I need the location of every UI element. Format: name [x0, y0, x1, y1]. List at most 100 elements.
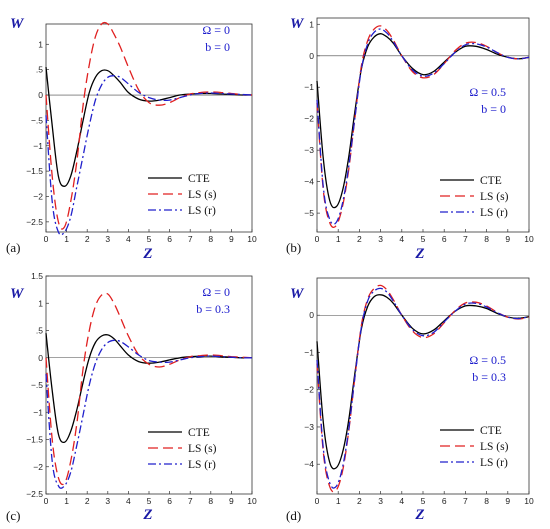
x-tick-label: 8 [208, 496, 213, 506]
x-tick-label: 9 [505, 234, 510, 244]
x-tick-label: 8 [484, 496, 489, 506]
series-line-ls-s [45, 292, 253, 486]
x-tick-label: 7 [188, 234, 193, 244]
y-axis-label: W [290, 286, 305, 302]
legend-label: LS (s) [480, 191, 509, 203]
y-tick-label: 0 [309, 51, 314, 61]
parameter-annotation: Ω = 0.5 [469, 353, 506, 367]
parameter-annotation: b = 0.3 [196, 302, 230, 316]
parameter-annotation: b = 0 [205, 40, 230, 54]
y-tick-label: −1.5 [26, 166, 43, 176]
x-tick-label: 2 [85, 496, 90, 506]
x-tick-label: 0 [44, 496, 49, 506]
x-tick-label: 1 [64, 496, 69, 506]
parameter-annotation: Ω = 0 [202, 285, 230, 299]
y-tick-label: −1.5 [26, 435, 43, 445]
y-tick-label: .5 [36, 326, 43, 336]
x-tick-label: 10 [247, 496, 257, 506]
x-tick-label: 5 [147, 496, 152, 506]
plot-frame [45, 23, 253, 233]
x-tick-label: 6 [442, 496, 447, 506]
x-tick-label: 6 [167, 234, 172, 244]
x-tick-label: 1 [336, 496, 341, 506]
x-tick-label: 8 [208, 234, 213, 244]
legend-label: LS (r) [480, 457, 508, 469]
x-tick-label: 7 [463, 496, 468, 506]
y-tick-label: −1 [304, 347, 314, 357]
x-tick-label: 2 [85, 234, 90, 244]
chart-panel-1: 0 1 2 3 4 5 6 7 8 9 10 1 .5 0 −.5 −1 −1.5 −2 −2.5 Z W (a) Ω = … [6, 16, 257, 262]
x-tick-label: 10 [247, 234, 257, 244]
x-tick-label: 5 [421, 234, 426, 244]
series-line-ls-r [316, 28, 530, 225]
y-tick-label: −3 [304, 145, 314, 155]
y-tick-label: −2 [304, 114, 314, 124]
y-axis-label: W [10, 16, 25, 32]
x-tick-label: 0 [44, 234, 49, 244]
legend-label: LS (s) [480, 441, 509, 453]
x-tick-label: 8 [484, 234, 489, 244]
y-tick-label: −5 [304, 208, 314, 218]
x-tick-label: 9 [229, 496, 234, 506]
parameter-annotation: Ω = 0.5 [469, 85, 506, 99]
panel-label: (d) [286, 508, 301, 523]
parameter-annotation: b = 0.3 [472, 370, 506, 384]
x-tick-label: 6 [442, 234, 447, 244]
x-tick-label: 9 [505, 496, 510, 506]
y-tick-label: 1 [309, 19, 314, 29]
x-tick-label: 9 [229, 234, 234, 244]
series-line-cte [316, 294, 530, 470]
legend-label: LS (r) [188, 459, 216, 471]
y-tick-label: −.5 [31, 380, 43, 390]
legend-label: CTE [480, 175, 502, 187]
y-tick-label: −4 [304, 459, 314, 469]
x-tick-label: 1 [336, 234, 341, 244]
x-tick-label: 3 [105, 496, 110, 506]
y-tick-label: 1 [38, 298, 43, 308]
x-tick-label: 10 [524, 234, 534, 244]
x-tick-label: 0 [315, 496, 320, 506]
series-line-ls-r [45, 75, 253, 236]
parameter-annotation: Ω = 0 [202, 23, 230, 37]
y-tick-label: −2.5 [26, 217, 43, 227]
legend-label: CTE [188, 173, 210, 185]
x-axis-label: Z [142, 507, 152, 523]
series-line-cte [45, 333, 252, 444]
legend-label: LS (r) [480, 207, 508, 219]
y-tick-label: 0 [38, 353, 43, 363]
legend-label: LS (s) [188, 189, 217, 201]
x-tick-label: 5 [421, 496, 426, 506]
x-axis-label: Z [414, 246, 424, 262]
y-tick-label: −4 [304, 177, 314, 187]
legend-label: CTE [188, 427, 210, 439]
x-axis-label: Z [414, 507, 424, 523]
chart-panel-4: 0 1 2 3 4 5 6 7 8 9 10 0 −1 −2 −3 −4 Z W (d) Ω = 0.5 b = 0.3… [286, 277, 534, 523]
x-tick-label: 4 [126, 234, 131, 244]
series-line-ls-s [316, 284, 530, 493]
legend-label: LS (s) [188, 443, 217, 455]
y-tick-label: 1 [38, 39, 43, 49]
series-line-ls-r [316, 287, 530, 489]
y-tick-label: .5 [36, 65, 43, 75]
y-axis-label: W [10, 286, 25, 302]
series-line-ls-r [45, 339, 252, 489]
x-tick-label: 10 [524, 496, 534, 506]
x-tick-label: 2 [357, 234, 362, 244]
parameter-annotation: b = 0 [481, 102, 506, 116]
y-tick-label: −2 [33, 462, 43, 472]
legend-label: LS (r) [188, 205, 216, 217]
x-tick-label: 3 [105, 234, 110, 244]
x-tick-label: 6 [167, 496, 172, 506]
series-line-ls-s [45, 21, 253, 230]
y-tick-label: −1 [33, 407, 43, 417]
x-tick-label: 1 [64, 234, 69, 244]
x-axis-label: Z [142, 246, 152, 262]
x-tick-label: 2 [357, 496, 362, 506]
x-tick-label: 4 [399, 496, 404, 506]
series-line-cte [45, 67, 253, 187]
panel-label: (b) [286, 240, 301, 255]
x-tick-label: 0 [315, 234, 320, 244]
x-tick-label: 7 [188, 496, 193, 506]
